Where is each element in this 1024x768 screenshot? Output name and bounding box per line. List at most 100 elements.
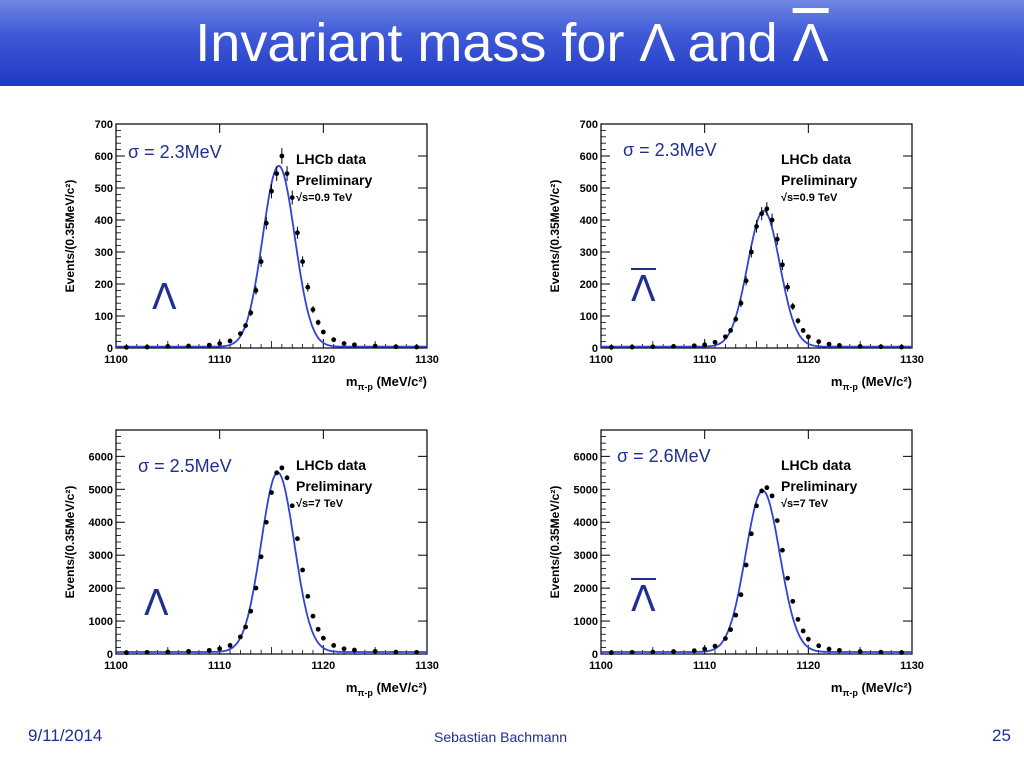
data-point [780, 547, 785, 553]
footer-page-number: 25 [992, 726, 1011, 745]
data-point [253, 585, 259, 591]
data-point [315, 320, 321, 325]
y-tick-label: 600 [580, 151, 598, 163]
data-point [764, 206, 770, 212]
data-point [217, 341, 223, 346]
data-point [263, 220, 269, 226]
y-tick-label: 0 [107, 343, 113, 355]
data-point [878, 649, 884, 655]
sigma-label: σ = 2.6MeV [617, 446, 711, 466]
chart-antilambda-7tev: 0 1000 2000 3000 4000 5000 6000 1100 1110 1120 113… [545, 420, 945, 710]
x-tick-label: 1100 [104, 660, 128, 672]
data-point [743, 278, 749, 284]
data-point [837, 647, 842, 653]
x-tick-label: 1130 [900, 354, 924, 366]
y-tick-label: 700 [580, 119, 598, 131]
data-point [320, 329, 326, 335]
y-tick-label: 2000 [574, 583, 598, 595]
data-point [315, 626, 321, 632]
y-tick-label: 600 [95, 151, 113, 163]
chart-lambda-7tev: 0 1000 2000 3000 4000 5000 6000 1100 1110 1120 113… [60, 420, 460, 710]
data-point [795, 617, 801, 622]
data-point [300, 567, 305, 573]
data-point [608, 650, 614, 656]
data-point [629, 649, 635, 655]
plot-svg: 0 100 200 300 400 500 600 700 1100 1110 1120 1130 Ev… [63, 119, 439, 392]
data-point [186, 648, 191, 654]
x-tick-label: 1100 [589, 354, 613, 366]
particle-symbol: Λ [152, 277, 177, 318]
data-point [248, 310, 254, 316]
sigma-label: σ = 2.5MeV [138, 456, 232, 476]
antiparticle-symbol: Λ [631, 578, 656, 620]
data-point [785, 575, 790, 581]
data-point [243, 624, 248, 630]
data-point [650, 344, 656, 350]
y-tick-label: 300 [95, 247, 113, 259]
x-axis-title: mπ-p (MeV/c²) [831, 680, 912, 698]
data-point [295, 536, 300, 542]
data-point [754, 224, 759, 229]
data-point [289, 195, 295, 200]
data-point [217, 646, 223, 652]
y-tick-label: 0 [592, 343, 598, 355]
data-point [310, 307, 316, 312]
data-point [393, 649, 399, 655]
data-point [279, 465, 285, 471]
y-tick-label: 4000 [89, 517, 113, 529]
data-point [738, 300, 744, 306]
x-tick-label: 1120 [796, 354, 820, 366]
data-point [279, 153, 285, 159]
data-point [227, 338, 233, 344]
legend-line: √s=0.9 TeV [296, 192, 353, 204]
y-tick-label: 500 [95, 183, 113, 195]
data-point [305, 284, 311, 290]
y-tick-label: 0 [592, 649, 598, 661]
data-point [748, 531, 754, 537]
y-tick-label: 200 [580, 279, 598, 291]
data-point [691, 343, 697, 349]
y-axis-title: Events/(0.35MeV/c²) [548, 180, 562, 293]
y-tick-label: 100 [580, 311, 598, 323]
data-point [790, 598, 796, 604]
legend-line: LHCb data [296, 151, 366, 167]
data-point [743, 562, 749, 568]
slide-title: Invariant mass for Λ and Λ [0, 6, 1024, 80]
legend-line: Preliminary [781, 478, 857, 494]
data-point [341, 341, 347, 346]
data-point [857, 649, 863, 654]
x-tick-label: 1110 [208, 354, 231, 366]
data-point [372, 648, 378, 654]
data-point [816, 643, 822, 649]
data-point [206, 647, 212, 653]
data-point [165, 649, 171, 655]
data-point [754, 503, 759, 509]
plot-svg: 0 1000 2000 3000 4000 5000 6000 1100 1110 1120 113… [63, 429, 439, 698]
x-tick-label: 1120 [311, 660, 335, 672]
data-point [795, 318, 801, 324]
data-point [269, 490, 274, 495]
x-axis-title: mπ-p (MeV/c²) [346, 374, 427, 392]
data-point [165, 344, 171, 349]
data-point [263, 519, 269, 525]
y-tick-label: 700 [95, 119, 113, 131]
data-point [186, 343, 191, 349]
data-point [248, 608, 254, 614]
data-point [769, 217, 775, 223]
footer-author: Sebastian Bachmann [434, 729, 568, 745]
data-point [780, 262, 785, 268]
data-point [816, 339, 822, 344]
data-point [289, 503, 295, 509]
data-point [723, 636, 728, 641]
y-tick-label: 500 [580, 183, 598, 195]
y-tick-label: 1000 [574, 616, 598, 628]
data-point [414, 344, 420, 350]
data-point [764, 485, 770, 491]
y-tick-label: 3000 [89, 550, 113, 562]
data-point [759, 211, 765, 216]
x-tick-label: 1130 [415, 660, 439, 672]
particle-symbol: Λ [144, 583, 169, 624]
x-tick-label: 1120 [311, 354, 335, 366]
title-bar: Invariant mass for Λ and Λ [0, 0, 1024, 86]
y-tick-label: 300 [580, 247, 598, 259]
